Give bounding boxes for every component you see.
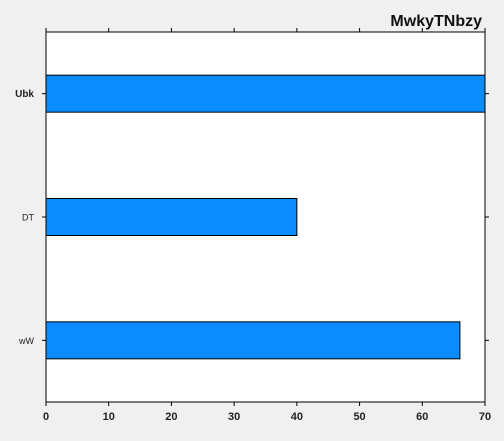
bar-DT — [45, 198, 298, 236]
y-axis: Ubk DT wW — [15, 89, 489, 346]
chart-marks — [45, 74, 486, 360]
x-tick-label: 60 — [416, 411, 428, 423]
x-tick-label: 0 — [43, 411, 49, 423]
x-tick-label: 10 — [103, 411, 115, 423]
y-tick-label: DT — [22, 213, 34, 223]
x-tick-label: 40 — [291, 411, 303, 423]
x-tick-label: 30 — [228, 411, 240, 423]
y-tick-label: wW — [18, 336, 34, 346]
x-axis: 0 10 20 30 40 50 60 70 — [43, 28, 491, 423]
x-tick-label: 20 — [165, 411, 177, 423]
x-tick-label: 50 — [353, 411, 365, 423]
bar-Ubk — [45, 74, 486, 113]
bar-wW — [45, 321, 461, 360]
y-tick-label: Ubk — [15, 89, 34, 100]
x-tick-label: 70 — [479, 411, 491, 423]
chart-title: MwkyTNbzy — [390, 13, 482, 30]
